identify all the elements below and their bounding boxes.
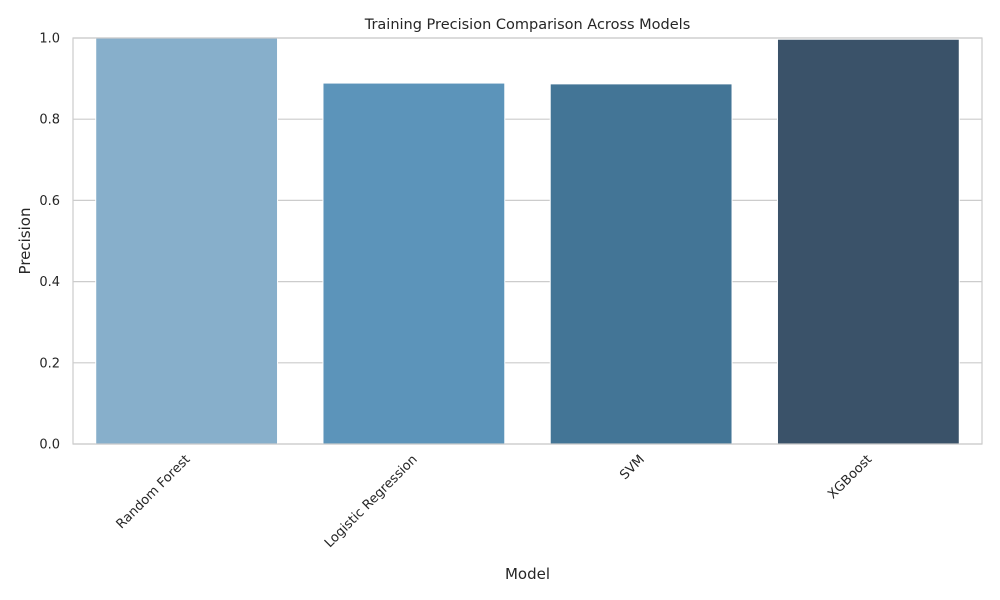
x-tick-label: Logistic Regression bbox=[322, 452, 421, 551]
plot-frame bbox=[72, 37, 983, 445]
x-tick-label: XGBoost bbox=[825, 452, 875, 502]
x-axis-label: Model bbox=[505, 565, 550, 583]
y-tick-label: 0.2 bbox=[39, 356, 60, 371]
y-tick-label: 0.6 bbox=[39, 194, 60, 209]
chart-title: Training Precision Comparison Across Mod… bbox=[364, 17, 691, 33]
x-tick-label: SVM bbox=[617, 452, 648, 483]
y-tick-label: 0.8 bbox=[39, 113, 60, 128]
x-tick-labels: Random Forest Logistic Regression SVM XGBoo… bbox=[114, 452, 876, 551]
x-tick-label: Random Forest bbox=[114, 452, 194, 532]
y-tick-labels: 0.0 0.2 0.4 0.6 0.8 1.0 bbox=[39, 32, 60, 453]
y-axis-label: Precision bbox=[16, 208, 34, 275]
bar-logistic-regression bbox=[322, 82, 506, 445]
bar-svm bbox=[549, 83, 733, 445]
y-tick-label: 0.4 bbox=[39, 275, 60, 290]
y-tick-label: 0.0 bbox=[39, 438, 60, 453]
y-tick-label: 1.0 bbox=[39, 32, 60, 47]
bars-layer bbox=[95, 37, 960, 445]
bar-random-forest bbox=[95, 37, 279, 445]
bar-xgboost bbox=[776, 38, 960, 445]
